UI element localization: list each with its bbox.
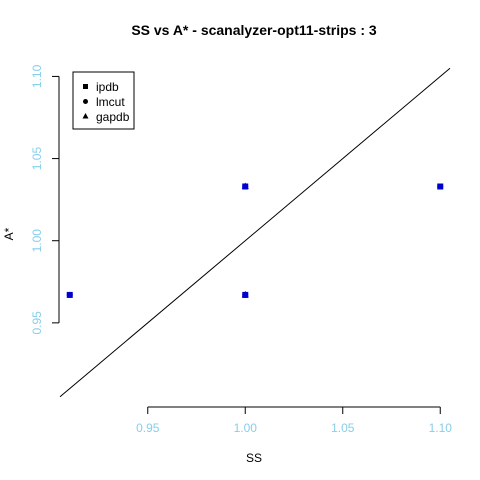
- x-tick-label: 1.05: [331, 421, 355, 435]
- gapdb-point: [241, 182, 249, 189]
- legend-label: gapdb: [96, 110, 130, 124]
- y-axis-label: A*: [2, 227, 16, 240]
- y-tick-label: 1.10: [30, 64, 44, 88]
- y-tick-label: 1.05: [30, 147, 44, 171]
- x-tick-label: 1.00: [234, 421, 258, 435]
- legend-label: lmcut: [96, 95, 125, 109]
- y-tick-label: 1.00: [30, 229, 44, 253]
- x-tick-label: 0.95: [136, 421, 160, 435]
- legend-box: [72, 71, 135, 130]
- legend-label: ipdb: [96, 80, 119, 94]
- data-points: [66, 182, 444, 298]
- legend-square-icon: [83, 84, 88, 89]
- lmcut-point: [66, 291, 73, 298]
- reference-line-layer: [59, 67, 451, 398]
- lmcut-point: [437, 183, 444, 190]
- legend-item-gapdb: gapdb: [82, 110, 130, 124]
- legend-item-ipdb: ipdb: [83, 80, 119, 94]
- chart-title: SS vs A* - scanalyzer-opt11-strips : 3: [131, 22, 377, 38]
- x-tick-label: 1.10: [429, 421, 453, 435]
- legend-triangle-icon: [82, 113, 89, 119]
- reference-line: [59, 67, 451, 398]
- x-axis-label: SS: [246, 451, 262, 465]
- axes-layer: 0.95 1.00 1.05 1.10 0.95 1.00 1.05 1.10: [30, 64, 452, 435]
- legend-circle-icon: [83, 99, 88, 104]
- y-tick-label: 0.95: [30, 311, 44, 335]
- legend-item-lmcut: lmcut: [83, 95, 125, 109]
- gapdb-point: [241, 290, 249, 298]
